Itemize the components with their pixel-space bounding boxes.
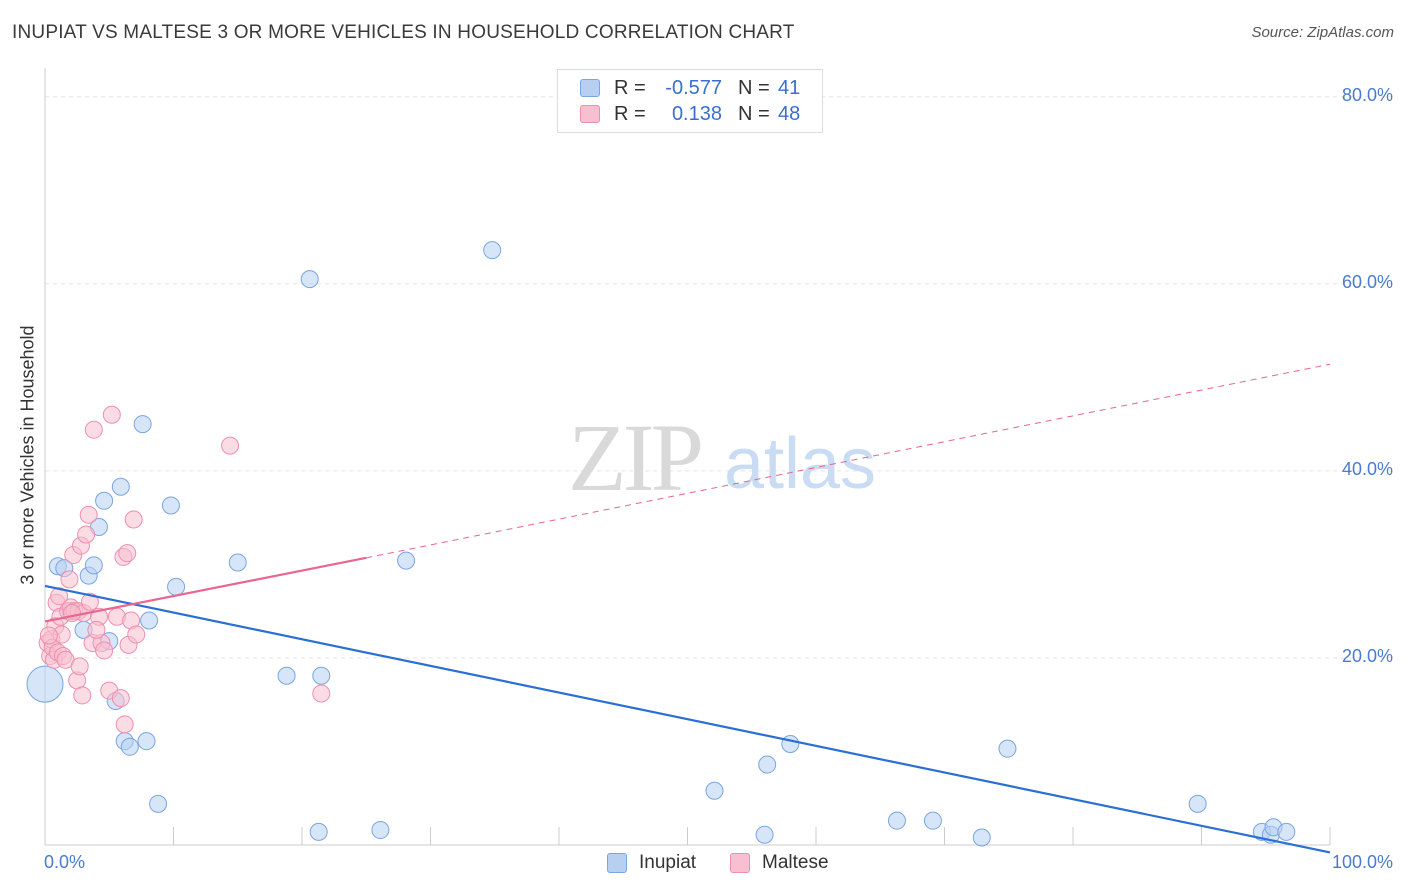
- maltese-point: [73, 686, 92, 705]
- inupiat-point: [972, 828, 991, 847]
- inupiat-point: [300, 270, 319, 289]
- n-value: 48: [778, 102, 801, 125]
- maltese-point: [77, 525, 96, 544]
- x-tick-label: 0.0%: [44, 852, 86, 872]
- inupiat-point: [277, 666, 296, 685]
- grid-lines: [45, 96, 1392, 659]
- maltese-point: [87, 620, 106, 639]
- maltese-point: [102, 405, 121, 424]
- maltese-point: [62, 604, 81, 623]
- maltese-point: [221, 436, 240, 455]
- watermark-zip: ZIP: [568, 404, 701, 511]
- r-value: -0.577: [665, 76, 722, 99]
- inupiat-point: [120, 737, 139, 756]
- legend-row-maltese: R = 0.138 N = 48: [580, 101, 800, 127]
- inupiat-point: [84, 556, 103, 575]
- y-tick-label: 40.0%: [1341, 458, 1393, 479]
- inupiat-point: [371, 821, 390, 840]
- legend-row-inupiat: R = -0.577 N = 41: [580, 75, 800, 101]
- inupiat-trend-line: [44, 584, 1331, 854]
- maltese-point: [70, 657, 89, 676]
- x-axis-ticks: [44, 827, 1331, 845]
- series-maltese: [38, 405, 331, 734]
- inupiat-legend-swatch: [607, 853, 627, 873]
- inupiat-point: [149, 794, 168, 813]
- maltese-point: [95, 641, 114, 660]
- chart-title: INUPIAT VS MALTESE 3 OR MORE VEHICLES IN…: [12, 22, 795, 43]
- inupiat-point: [161, 496, 180, 515]
- correlation-legend: R = -0.577 N = 41 R = 0.138 N = 48: [557, 69, 823, 133]
- legend-label-inupiat: Inupiat: [639, 852, 697, 873]
- inupiat-point: [1277, 822, 1296, 841]
- r-label: R =: [614, 76, 646, 99]
- maltese-point: [80, 592, 99, 611]
- inupiat-point: [140, 611, 159, 630]
- maltese-point: [115, 715, 134, 734]
- inupiat-point: [705, 781, 724, 800]
- inupiat-point: [111, 477, 130, 496]
- n-label: N =: [738, 102, 770, 125]
- maltese-point: [127, 625, 146, 644]
- inupiat-point: [95, 491, 114, 510]
- trend-lines: [44, 363, 1331, 854]
- inupiat-point: [483, 241, 502, 260]
- legend-item-inupiat: Inupiat: [607, 852, 696, 874]
- inupiat-point: [312, 666, 331, 685]
- y-tick-label: 20.0%: [1341, 645, 1393, 666]
- inupiat-point: [781, 734, 800, 753]
- source-attribution: Source: ZipAtlas.com: [1251, 24, 1394, 41]
- n-label: N =: [738, 76, 770, 99]
- inupiat-point: [133, 415, 152, 434]
- inupiat-point: [228, 553, 247, 572]
- inupiat-point: [758, 755, 777, 774]
- inupiat-point: [397, 551, 416, 570]
- inupiat-point: [137, 732, 156, 751]
- maltese-point: [79, 505, 98, 524]
- r-value: 0.138: [671, 102, 722, 125]
- inupiat-point: [998, 739, 1017, 758]
- x-tick-label: 100.0%: [1331, 852, 1393, 872]
- maltese-point: [118, 544, 137, 563]
- maltese-trend-line: [44, 556, 367, 623]
- maltese-point: [84, 420, 103, 439]
- maltese-point: [312, 684, 331, 703]
- maltese-point: [39, 626, 58, 645]
- maltese-swatch: [580, 105, 600, 123]
- maltese-point: [50, 587, 69, 606]
- maltese-trend-extension: [366, 363, 1331, 559]
- r-label: R =: [614, 102, 646, 125]
- y-tick-label: 60.0%: [1341, 271, 1393, 292]
- inupiat-swatch: [580, 79, 600, 97]
- inupiat-point: [923, 811, 942, 830]
- maltese-point: [60, 570, 79, 589]
- legend-item-maltese: Maltese: [730, 852, 829, 874]
- maltese-legend-swatch: [730, 853, 750, 873]
- inupiat-point: [309, 822, 328, 841]
- y-tick-label: 80.0%: [1341, 84, 1393, 105]
- legend-label-maltese: Maltese: [762, 852, 829, 873]
- bottom-legend: Inupiat Maltese: [0, 852, 1406, 878]
- maltese-point: [111, 689, 130, 708]
- watermark: ZIP atlas: [568, 404, 876, 511]
- inupiat-point: [1188, 794, 1207, 813]
- n-value: 41: [778, 76, 801, 99]
- inupiat-point: [755, 825, 774, 844]
- y-axis-label: 3 or more Vehicles in Household: [17, 325, 38, 585]
- maltese-point: [124, 510, 143, 529]
- series-inupiat: [26, 241, 1296, 847]
- inupiat-point: [887, 811, 906, 830]
- inupiat-point: [167, 577, 186, 596]
- watermark-atlas: atlas: [724, 424, 876, 504]
- inupiat-point: [26, 665, 64, 703]
